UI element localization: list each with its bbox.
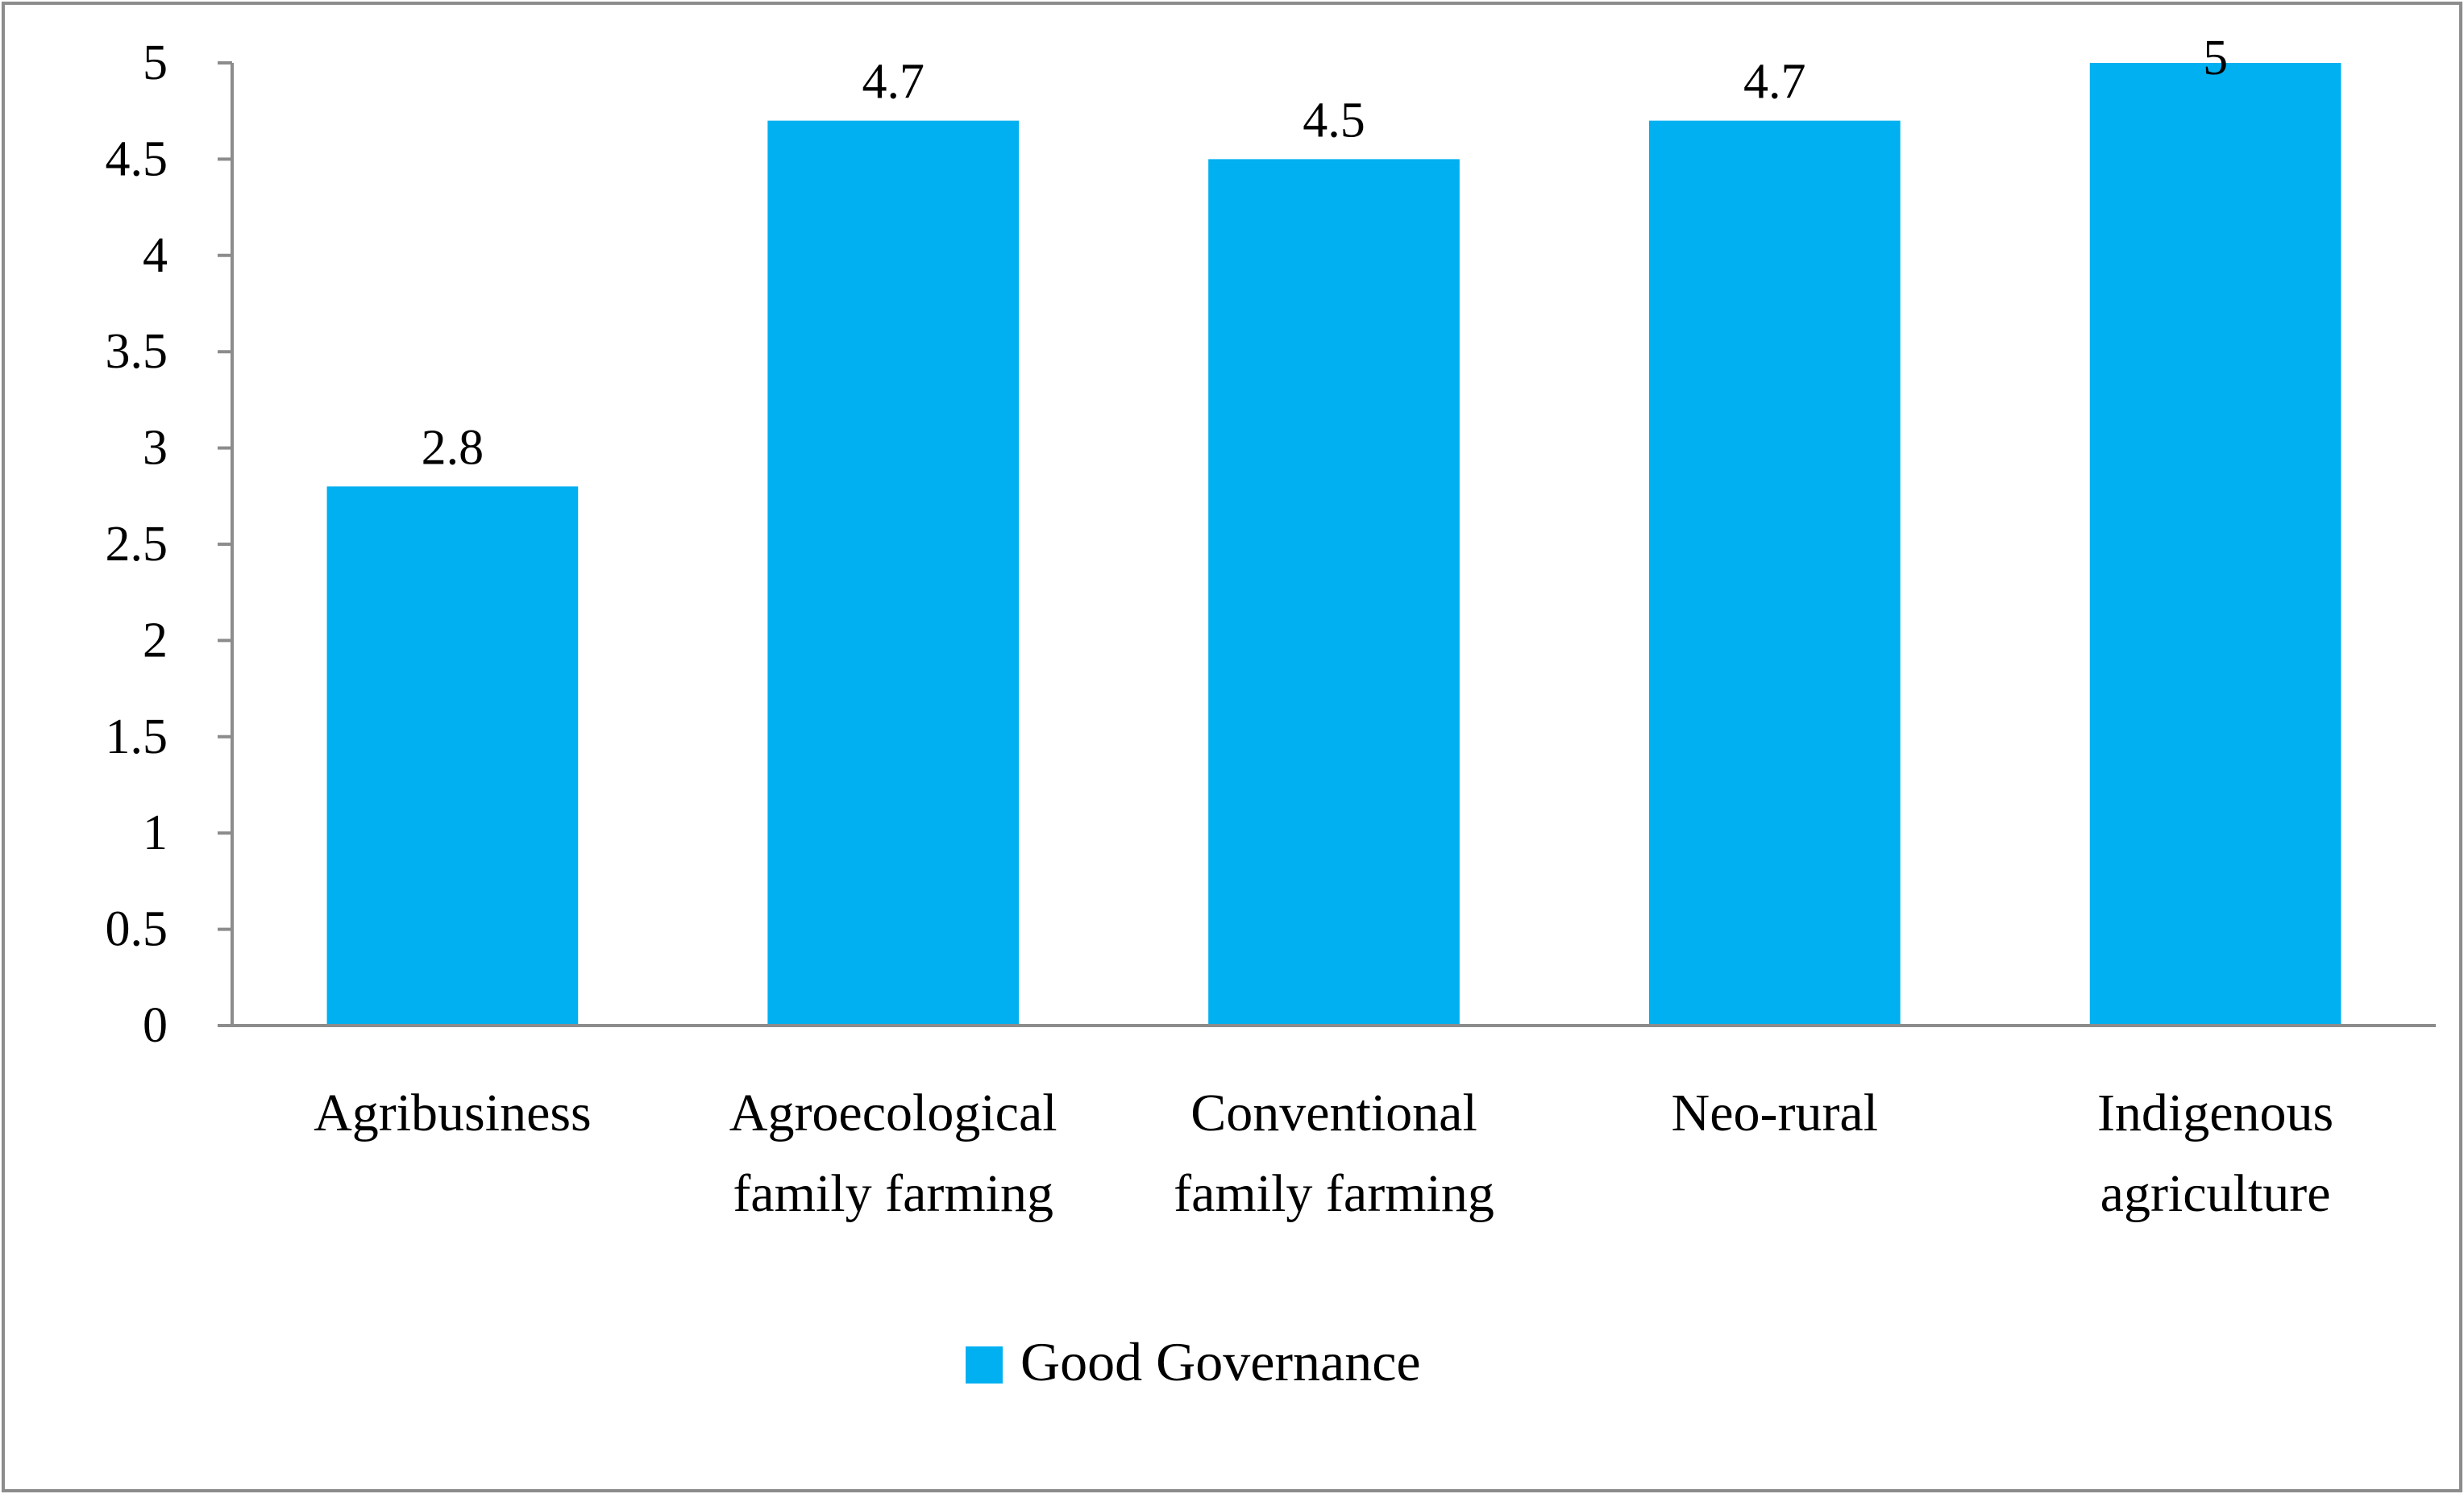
category-label: Neo-rural	[1672, 1084, 1879, 1142]
category-label-line: Indigenous	[2097, 1084, 2333, 1142]
category-label-line: Agribusiness	[314, 1084, 592, 1142]
x-axis: Agribusiness Agroecological family farming…	[232, 1024, 2436, 1223]
y-tick-label: 1.5	[106, 709, 168, 764]
y-tick-label: 1	[143, 805, 168, 860]
category-label-line: family farming	[1174, 1164, 1494, 1223]
y-tick-label: 0	[143, 998, 168, 1053]
category-label-line: Conventional	[1190, 1084, 1477, 1142]
y-tick-label: 2	[143, 613, 168, 668]
category-label: Agribusiness	[314, 1084, 592, 1142]
data-label: 5	[2203, 31, 2228, 85]
y-tick-label: 3	[143, 421, 168, 476]
data-labels: 2.8 4.7 4.5 4.7 5	[422, 31, 2228, 475]
data-label: 2.8	[422, 420, 484, 475]
data-label: 4.5	[1303, 93, 1365, 148]
category-label-line: family farming	[733, 1164, 1053, 1223]
category-label-line: Agroecological	[729, 1084, 1057, 1142]
y-tick-label: 3.5	[106, 324, 168, 379]
y-tick-label: 0.5	[106, 902, 168, 957]
category-label-line: Neo-rural	[1672, 1084, 1879, 1142]
y-tick-label: 4.5	[106, 131, 168, 186]
bar	[2089, 63, 2341, 1026]
bars	[326, 63, 2341, 1026]
y-tick-label: 5	[143, 35, 168, 90]
bar	[326, 486, 579, 1026]
category-label: Indigenous agriculture	[2097, 1084, 2333, 1223]
category-label-line: agriculture	[2100, 1164, 2331, 1223]
legend: Good Governance	[966, 1331, 1421, 1392]
bar	[1648, 120, 1901, 1026]
y-tick-label: 4	[143, 228, 168, 283]
y-axis: 0 0.5 1 1.5 2 2.5 3 3.5 4 4.5 5	[106, 35, 234, 1053]
category-label: Conventional family farming	[1174, 1084, 1494, 1223]
bar	[1208, 159, 1460, 1026]
data-label: 4.7	[1743, 55, 1806, 110]
legend-swatch	[966, 1346, 1003, 1384]
bar	[767, 120, 1020, 1026]
data-label: 4.7	[862, 55, 925, 110]
legend-label: Good Governance	[1020, 1331, 1421, 1392]
y-tick-label: 2.5	[106, 517, 168, 572]
category-label: Agroecological family farming	[729, 1084, 1057, 1223]
